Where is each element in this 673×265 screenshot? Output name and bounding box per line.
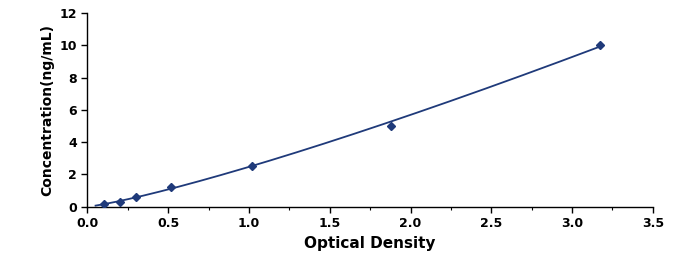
Y-axis label: Concentration(ng/mL): Concentration(ng/mL) — [40, 24, 54, 196]
X-axis label: Optical Density: Optical Density — [304, 236, 436, 251]
